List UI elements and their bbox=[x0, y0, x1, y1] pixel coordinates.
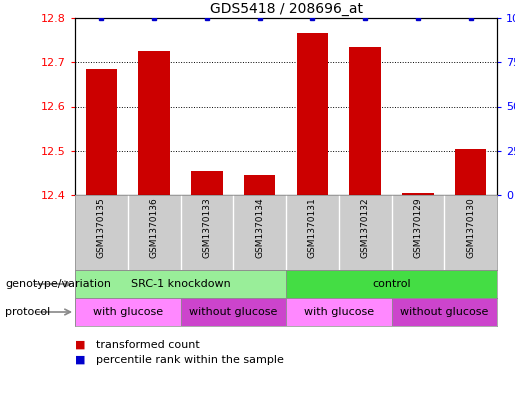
Bar bbox=[244, 175, 276, 195]
Text: GSM1370129: GSM1370129 bbox=[414, 197, 422, 258]
Text: genotype/variation: genotype/variation bbox=[5, 279, 111, 289]
Text: GSM1370135: GSM1370135 bbox=[97, 197, 106, 258]
Bar bbox=[286, 270, 497, 298]
Text: control: control bbox=[372, 279, 411, 289]
Text: with glucose: with glucose bbox=[93, 307, 163, 317]
Text: GSM1370131: GSM1370131 bbox=[308, 197, 317, 258]
Text: percentile rank within the sample: percentile rank within the sample bbox=[96, 355, 283, 365]
Bar bbox=[180, 298, 286, 326]
Text: GSM1370132: GSM1370132 bbox=[360, 197, 370, 258]
Bar bbox=[297, 33, 328, 195]
Bar bbox=[75, 270, 286, 298]
Bar bbox=[349, 47, 381, 195]
Bar bbox=[75, 298, 180, 326]
Bar bbox=[402, 193, 434, 195]
Text: GSM1370130: GSM1370130 bbox=[466, 197, 475, 258]
Bar bbox=[286, 298, 391, 326]
Text: with glucose: with glucose bbox=[304, 307, 374, 317]
Bar bbox=[455, 149, 487, 195]
Text: transformed count: transformed count bbox=[96, 340, 199, 350]
Bar bbox=[391, 298, 497, 326]
Text: GSM1370133: GSM1370133 bbox=[202, 197, 211, 258]
Text: ■: ■ bbox=[75, 340, 85, 350]
Text: without glucose: without glucose bbox=[400, 307, 488, 317]
Title: GDS5418 / 208696_at: GDS5418 / 208696_at bbox=[210, 2, 363, 16]
Bar bbox=[85, 69, 117, 195]
Bar bbox=[191, 171, 222, 195]
Bar bbox=[139, 51, 170, 195]
Text: without glucose: without glucose bbox=[189, 307, 278, 317]
Text: GSM1370136: GSM1370136 bbox=[150, 197, 159, 258]
Text: GSM1370134: GSM1370134 bbox=[255, 197, 264, 258]
Text: ■: ■ bbox=[75, 355, 85, 365]
Text: SRC-1 knockdown: SRC-1 knockdown bbox=[131, 279, 230, 289]
Text: protocol: protocol bbox=[5, 307, 50, 317]
